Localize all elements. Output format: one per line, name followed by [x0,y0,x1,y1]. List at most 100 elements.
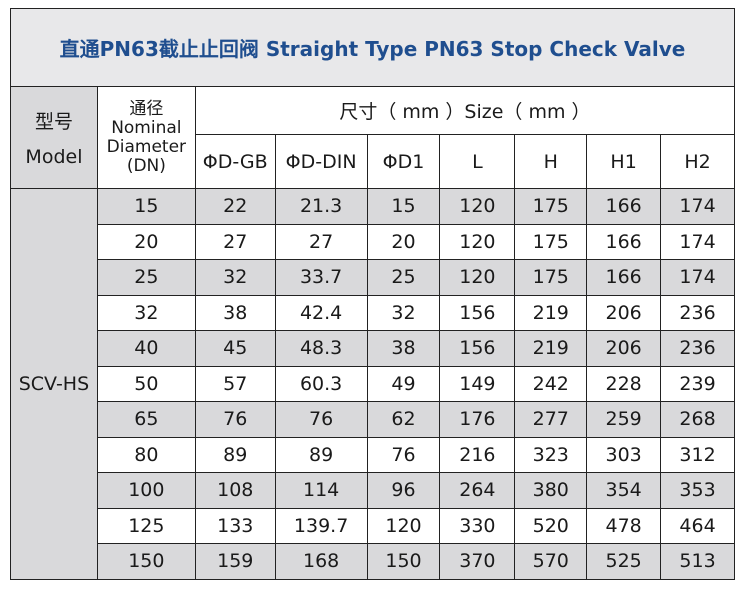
table-row: 65 76 76 62 176 277 259 268 [11,401,735,438]
value-cell: 525 [586,543,662,580]
value-cell: 166 [586,223,662,260]
value-cell: 89 [274,436,368,473]
value-cell: 48.3 [274,330,368,367]
model-header-en: Model [25,146,83,168]
value-cell: 206 [586,330,662,367]
value-cell: 354 [586,472,662,509]
dn-cell: 125 [96,507,196,544]
value-cell: 120 [439,223,516,260]
value-cell: 25 [366,259,441,296]
value-cell: 76 [366,436,441,473]
value-cell: 174 [660,223,735,260]
value-cell: 166 [586,188,662,225]
dn-header: 通径 Nominal Diameter (DN) [96,86,196,189]
model-cell: SCV-HS [10,188,98,580]
value-cell: 174 [660,188,735,225]
value-cell: 76 [194,401,276,438]
value-cell: 242 [514,365,588,402]
value-cell: 166 [586,259,662,296]
value-cell: 42.4 [274,294,368,331]
value-cell: 176 [439,401,516,438]
table-title: 直通PN63截止止回阀 Straight Type PN63 Stop Chec… [10,8,735,87]
column-header: ΦD-GB [194,134,276,189]
dn-cell: 100 [96,472,196,509]
value-cell: 174 [660,259,735,296]
value-cell: 38 [194,294,276,331]
value-cell: 159 [194,543,276,580]
value-cell: 259 [586,401,662,438]
dn-header-en3: (DN) [126,155,166,176]
value-cell: 303 [586,436,662,473]
value-cell: 312 [660,436,735,473]
value-cell: 277 [514,401,588,438]
dn-cell: 20 [96,223,196,260]
value-cell: 62 [366,401,441,438]
value-cell: 22 [194,188,276,225]
value-cell: 236 [660,330,735,367]
table-row: 40 45 48.3 38 156 219 206 236 [11,330,735,367]
value-cell: 120 [439,259,516,296]
value-cell: 108 [194,472,276,509]
value-cell: 156 [439,330,516,367]
value-cell: 370 [439,543,516,580]
size-header: 尺寸（ mm ）Size（ mm ） [194,86,736,135]
value-cell: 139.7 [274,507,368,544]
table-row: 150 159 168 150 370 570 525 513 [11,543,735,580]
value-cell: 380 [514,472,588,509]
value-cell: 156 [439,294,516,331]
value-cell: 353 [660,472,735,509]
table-row: 20 27 27 20 120 175 166 174 [11,223,735,260]
value-cell: 57 [194,365,276,402]
value-cell: 15 [366,188,441,225]
dn-cell: 150 [96,543,196,580]
value-cell: 27 [194,223,276,260]
value-cell: 330 [439,507,516,544]
value-cell: 175 [514,188,588,225]
dn-cell: 32 [96,294,196,331]
value-cell: 219 [514,294,588,331]
dn-cell: 25 [96,259,196,296]
table-row: 32 38 42.4 32 156 219 206 236 [11,294,735,331]
value-cell: 20 [366,223,441,260]
value-cell: 21.3 [274,188,368,225]
dn-cell: 50 [96,365,196,402]
value-cell: 513 [660,543,735,580]
table-row: 25 32 33.7 25 120 175 166 174 [11,259,735,296]
value-cell: 45 [194,330,276,367]
value-cell: 33.7 [274,259,368,296]
table-row: 50 57 60.3 49 149 242 228 239 [11,365,735,402]
value-cell: 228 [586,365,662,402]
dn-header-cn: 通径 [129,98,164,119]
value-cell: 60.3 [274,365,368,402]
dn-cell: 80 [96,436,196,473]
value-cell: 120 [366,507,441,544]
value-cell: 96 [366,472,441,509]
value-cell: 76 [274,401,368,438]
value-cell: 149 [439,365,516,402]
value-cell: 206 [586,294,662,331]
model-header-cn: 型号 [34,111,73,133]
value-cell: 133 [194,507,276,544]
value-cell: 520 [514,507,588,544]
value-cell: 150 [366,543,441,580]
value-cell: 89 [194,436,276,473]
table-row: SCV-HS 15 22 21.3 15 120 175 166 174 [10,188,735,580]
table-row: 100 108 114 96 264 380 354 353 [11,472,735,509]
value-cell: 49 [366,365,441,402]
value-cell: 168 [274,543,368,580]
column-header: ΦD1 [366,134,441,189]
value-cell: 264 [439,472,516,509]
value-cell: 239 [660,365,735,402]
value-cell: 216 [439,436,516,473]
column-header: H2 [660,134,735,189]
value-cell: 175 [514,223,588,260]
column-header: ΦD-DIN [274,134,368,189]
column-header: H [514,134,588,189]
value-cell: 175 [514,259,588,296]
value-cell: 236 [660,294,735,331]
dn-header-en2: Diameter [106,136,187,157]
value-cell: 38 [366,330,441,367]
table-row: 125 133 139.7 120 330 520 478 464 [11,507,735,544]
table-row: 80 89 89 76 216 323 303 312 [11,436,735,473]
value-cell: 32 [194,259,276,296]
